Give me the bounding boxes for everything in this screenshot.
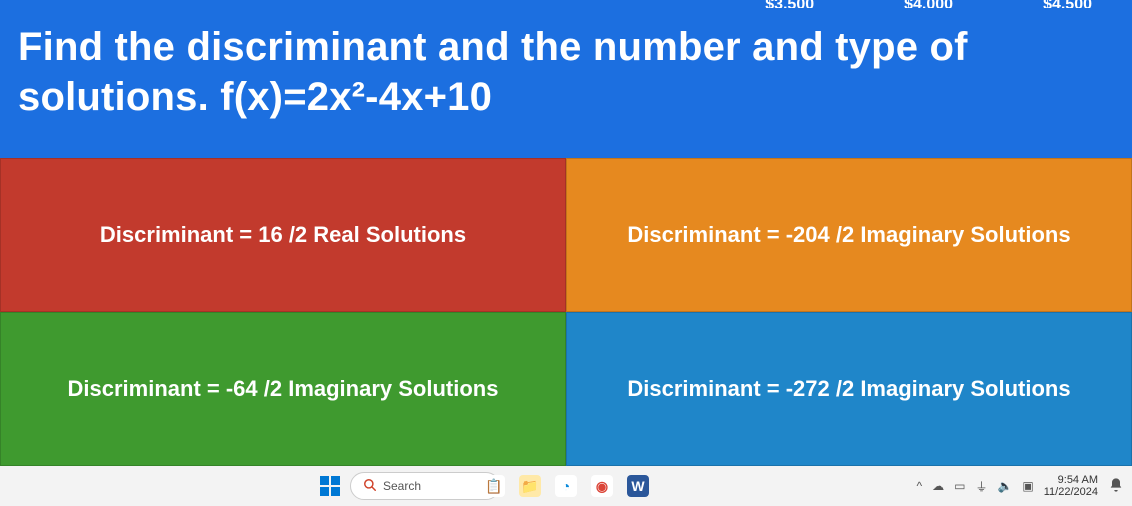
taskbar-tray: ^ ☁ ▭ ⏚ 🔈 ▣ 9:54 AM 11/22/2024	[916, 474, 1124, 498]
search-placeholder: Search	[383, 479, 421, 493]
money-value: $4,500	[1043, 0, 1092, 8]
money-value: $4,000	[904, 0, 953, 8]
money-value: $3,500	[765, 0, 814, 8]
answer-option-c[interactable]: Discriminant = -64 /2 Imaginary Solution…	[0, 312, 566, 466]
start-button[interactable]	[320, 476, 340, 496]
battery-icon[interactable]: ▣	[1022, 479, 1033, 493]
wifi-icon[interactable]: ⏚	[975, 478, 987, 495]
answer-option-d[interactable]: Discriminant = -272 /2 Imaginary Solutio…	[566, 312, 1132, 466]
tray-chevron-icon[interactable]: ^	[916, 479, 922, 493]
search-icon	[363, 478, 377, 495]
answer-option-b[interactable]: Discriminant = -204 /2 Imaginary Solutio…	[566, 158, 1132, 312]
explorer-icon[interactable]: 📁	[519, 475, 541, 497]
screen: $3,500 $4,000 $4,500 Find the discrimina…	[0, 0, 1132, 506]
clock-time: 9:54 AM	[1044, 474, 1098, 486]
chrome-icon[interactable]: ◉	[591, 475, 613, 497]
taskbar: Search 📋 📁 ◔ ◉ W ^ ☁ ▭ ⏚ 🔈 ▣ 9:54 AM 11/…	[0, 466, 1132, 506]
money-strip: $3,500 $4,000 $4,500	[0, 0, 1132, 8]
monitor-icon[interactable]: ▭	[954, 479, 965, 493]
answer-option-a[interactable]: Discriminant = 16 /2 Real Solutions	[0, 158, 566, 312]
volume-icon[interactable]: 🔈	[997, 479, 1012, 493]
taskbar-clock[interactable]: 9:54 AM 11/22/2024	[1044, 474, 1098, 498]
clock-date: 11/22/2024	[1044, 486, 1098, 498]
word-icon[interactable]: W	[627, 475, 649, 497]
question-line-1: Find the discriminant and the number and…	[18, 25, 968, 69]
taskbar-search[interactable]: Search	[350, 472, 500, 500]
question-header: Find the discriminant and the number and…	[0, 8, 1132, 158]
question-text: Find the discriminant and the number and…	[18, 22, 1114, 122]
cloud-icon[interactable]: ☁	[932, 479, 944, 493]
edge-icon[interactable]: ◔	[555, 475, 577, 497]
news-icon[interactable]: 📋	[483, 475, 505, 497]
question-line-2: solutions. f(x)=2x²-4x+10	[18, 75, 492, 119]
answers-grid: Discriminant = 16 /2 Real Solutions Disc…	[0, 158, 1132, 466]
taskbar-start-area: Search	[320, 472, 500, 500]
notifications-icon[interactable]	[1108, 477, 1124, 496]
taskbar-apps: 📋 📁 ◔ ◉ W	[483, 475, 649, 497]
